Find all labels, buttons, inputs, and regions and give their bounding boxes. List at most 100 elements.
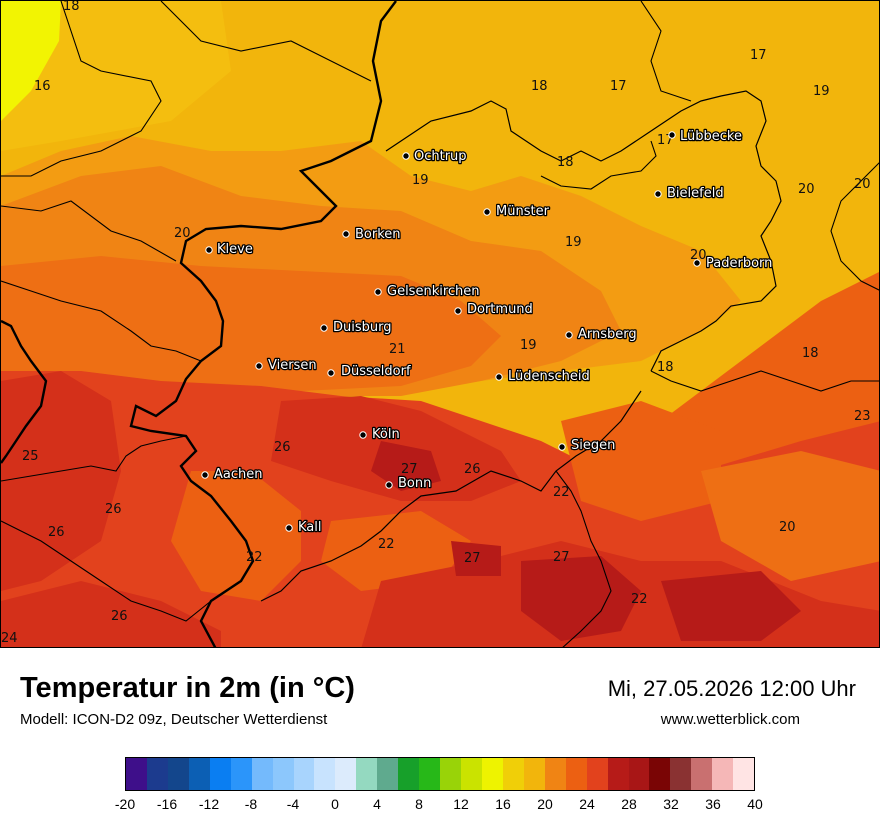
city-dot [654, 190, 662, 198]
city-marker-borken[interactable]: Borken [342, 226, 402, 243]
temp-value: 17 [750, 48, 767, 63]
city-dot [565, 331, 573, 339]
city-marker-koeln[interactable]: Köln [359, 426, 401, 443]
city-dot [342, 230, 350, 238]
temp-value: 22 [631, 592, 648, 607]
regional-border-4 [160, 1, 372, 82]
legend-swatch [146, 758, 168, 790]
region-28-southeast [661, 571, 801, 641]
city-marker-viersen[interactable]: Viersen [255, 357, 318, 374]
region-28-bonn [371, 441, 441, 491]
legend-tick-label: 4 [373, 796, 381, 812]
city-label: Gelsenkirchen [387, 284, 480, 299]
website-link[interactable]: www.wetterblick.com [660, 711, 800, 728]
city-label: Lüdenscheid [508, 369, 590, 384]
national-border-west [1, 319, 48, 464]
legend-swatch [335, 758, 357, 790]
city-marker-duesseldorf[interactable]: Düsseldorf [327, 363, 412, 380]
city-marker-kall[interactable]: Kall [285, 519, 323, 536]
city-marker-aachen[interactable]: Aachen [201, 466, 264, 483]
temp-value: 25 [22, 449, 39, 464]
temp-value: 27 [464, 551, 481, 566]
city-dot [327, 369, 335, 377]
temp-value: 20 [690, 248, 707, 263]
city-marker-dortmund[interactable]: Dortmund [454, 301, 534, 318]
temp-value: 26 [464, 462, 481, 477]
city-marker-arnsberg[interactable]: Arnsberg [565, 326, 638, 343]
city-label: Aachen [214, 467, 262, 482]
legend-swatch [523, 758, 545, 790]
city-label: Düsseldorf [341, 364, 411, 379]
region-22-siegerland [561, 401, 721, 521]
city-marker-luedenscheid[interactable]: Lüdenscheid [495, 368, 591, 385]
temp-value: 20 [798, 182, 815, 197]
city-marker-gelsenkirchen[interactable]: Gelsenkirchen [374, 283, 481, 300]
city-label: Ochtrup [414, 149, 467, 164]
city-label: Bonn [398, 476, 431, 491]
city-label: Kall [298, 520, 322, 535]
legend-swatch [733, 758, 755, 790]
legend-tick-label: 16 [495, 796, 511, 812]
city-marker-muenster[interactable]: Münster [483, 203, 551, 220]
city-marker-bielefeld[interactable]: Bielefeld [654, 185, 725, 202]
temp-value: 16 [34, 79, 51, 94]
legend-swatch [314, 758, 336, 790]
temp-value: 26 [274, 440, 291, 455]
city-dot [483, 208, 491, 216]
regional-border-7 [540, 140, 657, 190]
borders [1, 1, 879, 647]
city-dot [385, 481, 393, 489]
city-label: Siegen [571, 438, 615, 453]
city-dot [205, 246, 213, 254]
city-marker-bonn[interactable]: Bonn [385, 475, 433, 492]
city-dot [255, 362, 263, 370]
legend-tick-label: 40 [747, 796, 763, 812]
map-canvas: 18 16 17 18 17 19 17 18 19 20 20 19 20 2… [1, 1, 879, 647]
temp-value: 22 [246, 550, 263, 565]
temp-value: 23 [854, 409, 871, 424]
legend-swatch [440, 758, 461, 790]
city-dot [454, 307, 462, 315]
region-16-hot-yellow [1, 1, 61, 121]
temp-value: 19 [412, 173, 429, 188]
city-marker-duisburg[interactable]: Duisburg [320, 319, 393, 336]
state-border-north [385, 90, 782, 372]
temp-value: 18 [557, 155, 574, 170]
legend-swatch [461, 758, 482, 790]
city-dot [320, 324, 328, 332]
city-label: Münster [496, 204, 550, 219]
legend-swatch [272, 758, 294, 790]
regional-border-5 [1, 200, 177, 262]
legend-swatch [712, 758, 734, 790]
legend-tick-label: 24 [579, 796, 595, 812]
city-marker-siegen[interactable]: Siegen [558, 437, 617, 454]
regional-border-1 [1, 435, 187, 482]
legend-tick-label: 36 [705, 796, 721, 812]
region-20-southeast [701, 451, 879, 581]
legend-tick-label: -20 [114, 796, 136, 812]
city-marker-luebbecke[interactable]: Lübbecke [668, 128, 743, 145]
city-label: Bielefeld [667, 186, 724, 201]
regional-border-6 [1, 280, 202, 362]
legend-tick-label: 28 [621, 796, 637, 812]
legend-swatch [586, 758, 608, 790]
temp-value: 26 [48, 525, 65, 540]
legend-swatch [167, 758, 189, 790]
legend-tick-label: -16 [156, 796, 178, 812]
city-marker-kleve[interactable]: Kleve [205, 241, 254, 258]
temp-value: 26 [105, 502, 122, 517]
city-marker-ochtrup[interactable]: Ochtrup [402, 148, 468, 165]
temp-value: 20 [854, 177, 871, 192]
legend-swatch [419, 758, 441, 790]
legend-swatch [293, 758, 315, 790]
city-dot [693, 259, 701, 267]
regional-border-8 [650, 370, 879, 392]
city-dot [668, 131, 676, 139]
city-label: Dortmund [467, 302, 533, 317]
region-28-small [451, 541, 501, 576]
city-label: Duisburg [333, 320, 392, 335]
regional-border-10 [830, 162, 879, 291]
region-28-south [521, 556, 641, 641]
temp-value: 27 [553, 550, 570, 565]
city-marker-paderborn[interactable]: Paderborn [693, 255, 774, 272]
